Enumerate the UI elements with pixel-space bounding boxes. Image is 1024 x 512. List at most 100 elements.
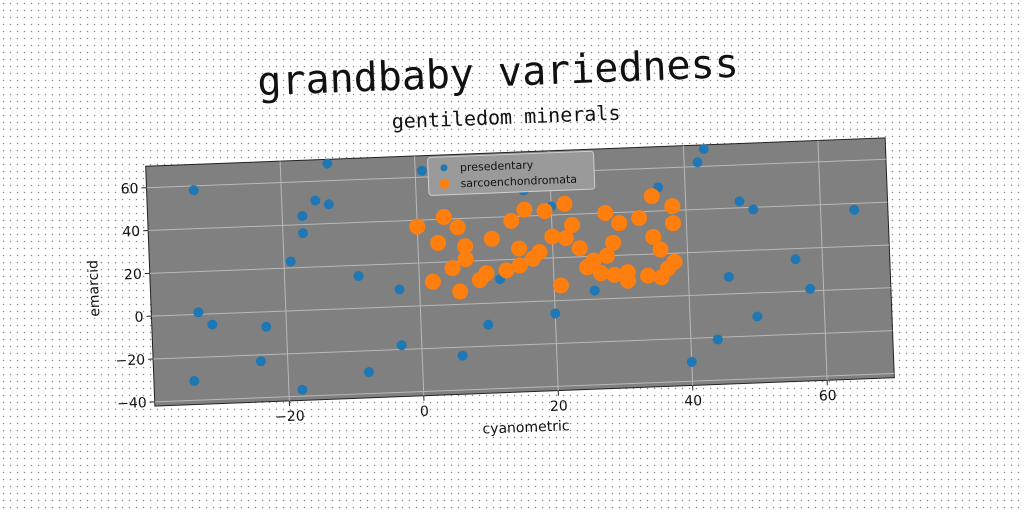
- point-presedentary: [396, 340, 407, 351]
- point-sarcoenchondromata: [478, 265, 495, 282]
- grid-line-y: [151, 287, 891, 317]
- point-presedentary: [589, 285, 600, 296]
- point-presedentary: [698, 144, 709, 155]
- point-presedentary: [790, 254, 801, 265]
- grid-line-x: [414, 155, 425, 396]
- y-tick-label: 60: [120, 181, 138, 198]
- point-presedentary: [297, 211, 308, 222]
- point-presedentary: [255, 356, 266, 367]
- point-sarcoenchondromata: [483, 230, 500, 247]
- point-sarcoenchondromata: [597, 204, 614, 221]
- point-presedentary: [322, 158, 333, 169]
- point-sarcoenchondromata: [664, 198, 681, 215]
- point-sarcoenchondromata: [606, 266, 623, 283]
- point-presedentary: [692, 157, 703, 168]
- point-sarcoenchondromata: [511, 240, 528, 257]
- y-tick-label: −20: [115, 352, 145, 369]
- point-sarcoenchondromata: [544, 228, 561, 245]
- point-sarcoenchondromata: [659, 260, 676, 277]
- point-sarcoenchondromata: [611, 215, 628, 232]
- point-presedentary: [550, 308, 561, 319]
- point-sarcoenchondromata: [536, 203, 553, 220]
- point-presedentary: [457, 350, 468, 361]
- point-sarcoenchondromata: [556, 195, 573, 212]
- legend-marker-presedentary: [440, 164, 448, 172]
- y-axis: −40 −20 0 20 40 60: [115, 181, 155, 412]
- point-sarcoenchondromata: [449, 219, 466, 236]
- point-sarcoenchondromata: [564, 216, 581, 233]
- point-sarcoenchondromata: [585, 252, 602, 269]
- y-tick-label: 40: [122, 224, 140, 241]
- point-presedentary: [748, 204, 759, 215]
- point-sarcoenchondromata: [645, 228, 662, 245]
- point-presedentary: [285, 256, 296, 267]
- legend: presedentary sarcoenchondromata: [427, 150, 596, 196]
- x-tick-label: 40: [684, 393, 702, 410]
- y-tick-label: −40: [117, 395, 147, 412]
- point-presedentary: [849, 204, 860, 215]
- point-presedentary: [193, 307, 204, 318]
- point-sarcoenchondromata: [516, 201, 533, 218]
- point-presedentary: [310, 195, 321, 206]
- x-tick-label: 20: [550, 398, 568, 415]
- legend-marker-sarcoenchondromata: [439, 178, 450, 189]
- point-presedentary: [752, 311, 763, 322]
- point-presedentary: [723, 271, 734, 282]
- chart-subtitle: gentiledom minerals: [391, 101, 621, 134]
- chart-title: grandbaby variedness: [257, 41, 740, 105]
- point-sarcoenchondromata: [664, 215, 681, 232]
- point-presedentary: [364, 367, 375, 378]
- point-sarcoenchondromata: [643, 188, 660, 205]
- point-sarcoenchondromata: [409, 218, 426, 235]
- y-tick-label: 20: [124, 267, 142, 284]
- point-sarcoenchondromata: [498, 262, 515, 279]
- x-axis: −20 0 20 40 60: [275, 380, 837, 425]
- point-presedentary: [712, 334, 723, 345]
- point-presedentary: [323, 199, 334, 210]
- scatter-points: [188, 144, 860, 395]
- point-presedentary: [298, 228, 309, 239]
- point-presedentary: [189, 376, 200, 387]
- point-sarcoenchondromata: [619, 264, 636, 281]
- point-sarcoenchondromata: [435, 209, 452, 226]
- x-tick-label: 0: [420, 404, 430, 420]
- point-sarcoenchondromata: [424, 273, 441, 290]
- point-presedentary: [188, 185, 199, 196]
- y-tick-label: 0: [134, 309, 144, 325]
- grid-line-x: [817, 140, 828, 381]
- point-sarcoenchondromata: [457, 238, 474, 255]
- point-presedentary: [353, 271, 364, 282]
- point-presedentary: [734, 196, 745, 207]
- point-sarcoenchondromata: [652, 241, 669, 258]
- point-sarcoenchondromata: [503, 212, 520, 229]
- x-axis-label: cyanometric: [482, 418, 570, 437]
- legend-box: [427, 150, 596, 196]
- point-sarcoenchondromata: [511, 257, 528, 274]
- grid-line-y: [153, 330, 893, 360]
- point-sarcoenchondromata: [457, 251, 474, 268]
- point-sarcoenchondromata: [452, 283, 469, 300]
- point-sarcoenchondromata: [557, 230, 574, 247]
- point-presedentary: [805, 283, 816, 294]
- point-sarcoenchondromata: [552, 277, 569, 294]
- point-sarcoenchondromata: [531, 243, 548, 260]
- grid-line-x: [279, 161, 290, 401]
- point-sarcoenchondromata: [430, 234, 447, 251]
- point-sarcoenchondromata: [444, 260, 461, 277]
- point-sarcoenchondromata: [592, 265, 609, 282]
- point-sarcoenchondromata: [605, 234, 622, 251]
- point-presedentary: [394, 284, 405, 295]
- grid-line-y: [154, 372, 895, 403]
- point-presedentary: [207, 319, 218, 330]
- x-tick-label: −20: [275, 408, 305, 425]
- x-tick-label: 60: [819, 388, 837, 405]
- point-sarcoenchondromata: [598, 247, 615, 264]
- grid-line-x: [682, 145, 694, 386]
- point-presedentary: [261, 321, 272, 332]
- point-presedentary: [416, 165, 427, 176]
- y-axis-label: emarcid: [85, 260, 103, 317]
- point-sarcoenchondromata: [571, 240, 588, 257]
- legend-label-presedentary: presedentary: [460, 158, 534, 174]
- point-sarcoenchondromata: [631, 210, 648, 227]
